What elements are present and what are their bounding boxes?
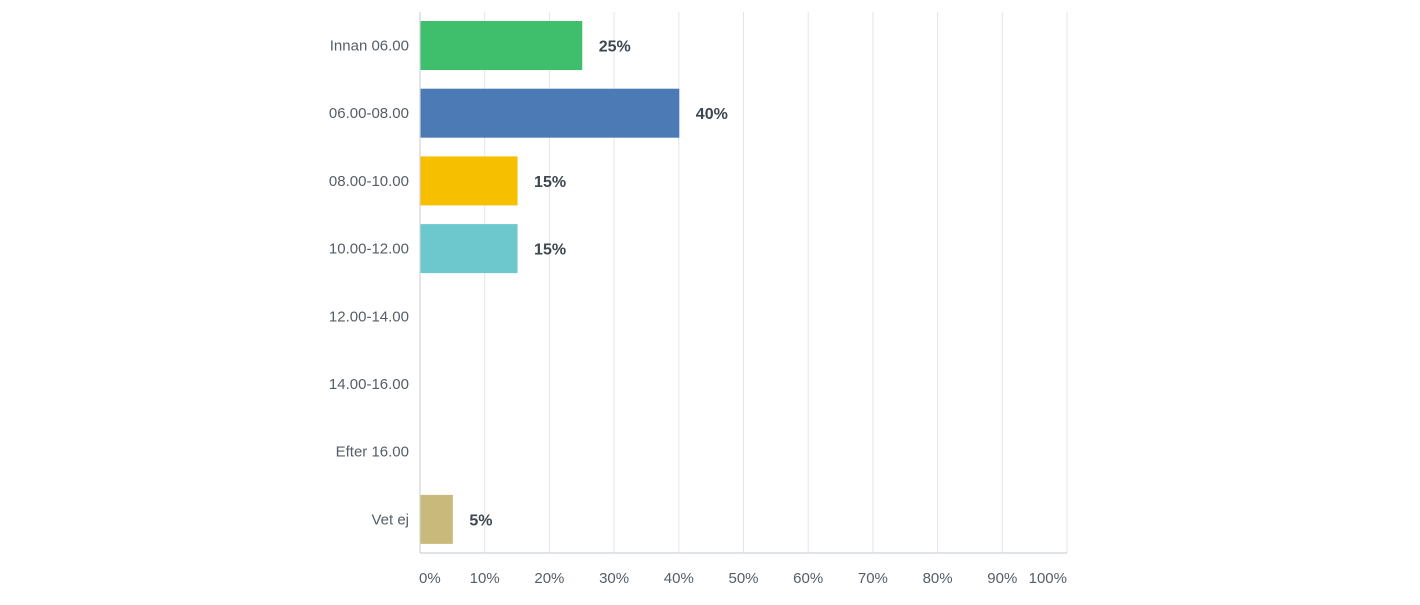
category-label: Vet ej — [371, 511, 409, 528]
x-tick-label: 70% — [858, 570, 888, 587]
bar — [420, 224, 518, 274]
data-label: 40% — [696, 106, 728, 123]
x-tick-label: 20% — [534, 570, 564, 587]
bar — [420, 156, 518, 206]
data-label: 25% — [599, 39, 631, 56]
x-tick-label: 50% — [728, 570, 758, 587]
x-tick-label: 60% — [793, 570, 823, 587]
x-tick-label: 40% — [664, 570, 694, 587]
x-tick-label: 30% — [599, 570, 629, 587]
labels: 0% 10% 20% 30% 40% 50% 60% 70% 80% 90% 100% Innan 0… — [329, 38, 1067, 588]
category-label: 08.00-10.00 — [329, 173, 409, 190]
category-label: Innan 06.00 — [330, 38, 409, 55]
data-label: 5% — [469, 512, 492, 529]
category-label: Efter 16.00 — [336, 444, 409, 461]
bars — [420, 21, 680, 544]
category-label: 14.00-16.00 — [329, 376, 409, 393]
x-tick-label: 10% — [470, 570, 500, 587]
bar — [420, 494, 453, 544]
x-tick-label: 0% — [419, 570, 441, 587]
category-label: 12.00-14.00 — [329, 308, 409, 325]
category-label: 06.00-08.00 — [329, 105, 409, 122]
axes — [419, 12, 1067, 554]
data-label: 15% — [534, 242, 566, 259]
x-tick-label: 80% — [923, 570, 953, 587]
data-label: 15% — [534, 174, 566, 191]
x-tick-label: 100% — [1029, 570, 1067, 587]
x-tick-label: 90% — [987, 570, 1017, 587]
bar — [420, 88, 680, 138]
category-label: 10.00-12.00 — [329, 241, 409, 258]
bar — [420, 21, 583, 70]
